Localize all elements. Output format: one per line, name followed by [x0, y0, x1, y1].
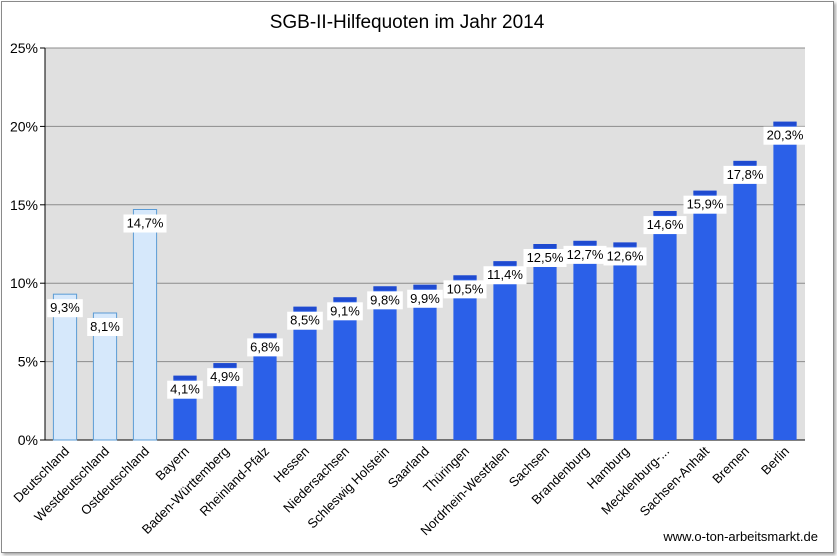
bar-cap	[293, 306, 317, 311]
bar-cap	[613, 242, 637, 247]
category-label: Ostdeutschland	[78, 444, 152, 518]
bar-cap	[693, 190, 717, 195]
data-label-box	[483, 266, 527, 285]
chart-title: SGB-II-Hilfequoten im Jahr 2014	[270, 12, 545, 33]
data-label: 4,9%	[210, 369, 240, 384]
data-label-box	[367, 291, 403, 310]
data-label: 8,1%	[90, 319, 120, 334]
data-label: 11,4%	[487, 267, 523, 282]
bar-cap	[453, 275, 477, 280]
data-label: 4,1%	[170, 382, 200, 397]
data-label-box	[87, 317, 123, 336]
bar[interactable]	[573, 240, 597, 440]
data-label: 9,8%	[370, 292, 400, 307]
y-tick-label: 15%	[10, 197, 38, 213]
category-label: Bayern	[152, 444, 192, 484]
data-label: 15,9%	[687, 197, 724, 212]
bar-cap	[373, 286, 397, 291]
bar-cap	[733, 160, 757, 165]
data-label-box	[723, 165, 767, 184]
bar[interactable]	[773, 121, 797, 441]
data-label-box	[167, 380, 203, 399]
data-label: 9,1%	[330, 303, 360, 318]
bar[interactable]	[613, 242, 637, 440]
source-url: www.o-ton-arbeitsmarkt.de	[662, 529, 818, 544]
bar-cap	[333, 297, 357, 302]
bar[interactable]	[253, 333, 277, 440]
data-label-box	[47, 299, 83, 318]
bar[interactable]	[413, 284, 437, 440]
data-label: 12,6%	[607, 248, 644, 263]
y-tick-label: 25%	[10, 40, 38, 56]
bar-cap	[653, 211, 677, 216]
bar[interactable]	[92, 312, 118, 441]
data-label: 12,5%	[527, 250, 564, 265]
bar[interactable]	[333, 297, 357, 440]
bar[interactable]	[533, 244, 557, 440]
category-label: Sachsen-Anhalt	[637, 443, 713, 519]
y-tick-label: 5%	[18, 354, 38, 370]
bar[interactable]	[132, 209, 158, 441]
data-label-box	[603, 247, 647, 266]
data-label-box	[643, 216, 687, 235]
data-label-box	[123, 214, 167, 233]
data-label: 12,7%	[567, 247, 604, 262]
bar-cap	[573, 240, 597, 245]
bar[interactable]	[453, 275, 477, 440]
bar[interactable]	[653, 211, 677, 440]
y-tick-label: 0%	[18, 432, 38, 448]
y-tick-label: 20%	[10, 118, 38, 134]
data-label: 20,3%	[767, 128, 804, 143]
bar-cap	[213, 363, 237, 368]
data-label: 14,7%	[127, 216, 164, 231]
data-label-box	[327, 302, 363, 321]
bar-cap	[533, 244, 557, 248]
data-label-box	[763, 126, 807, 145]
data-label-box	[247, 338, 283, 357]
category-label: Berlin	[758, 444, 792, 478]
data-label-box	[207, 368, 243, 387]
data-label: 9,3%	[50, 300, 80, 315]
bar[interactable]	[373, 286, 397, 440]
y-tick-label: 10%	[10, 275, 38, 291]
bar-cap	[413, 284, 437, 289]
data-label-box	[683, 195, 727, 214]
data-label-box	[287, 311, 323, 330]
bar[interactable]	[52, 293, 78, 441]
bar[interactable]	[493, 261, 517, 440]
data-label: 9,9%	[410, 291, 440, 306]
bar-cap	[493, 261, 517, 266]
category-label: Rheinland-Pfalz	[197, 444, 273, 520]
bar-cap	[173, 375, 197, 380]
data-label-box	[407, 289, 443, 308]
data-label: 6,8%	[250, 339, 280, 354]
data-label-box	[443, 280, 487, 299]
data-label: 17,8%	[727, 167, 764, 182]
data-label-box	[563, 245, 607, 264]
bar[interactable]	[693, 190, 717, 440]
data-label: 8,5%	[290, 313, 320, 328]
data-label: 14,6%	[647, 217, 684, 232]
category-label: Bremen	[709, 444, 752, 487]
bar[interactable]	[733, 160, 757, 440]
bar-cap	[773, 121, 797, 126]
bar-cap	[253, 333, 277, 338]
data-label-box	[523, 249, 567, 267]
bar[interactable]	[293, 306, 317, 440]
data-label: 10,5%	[447, 281, 484, 296]
